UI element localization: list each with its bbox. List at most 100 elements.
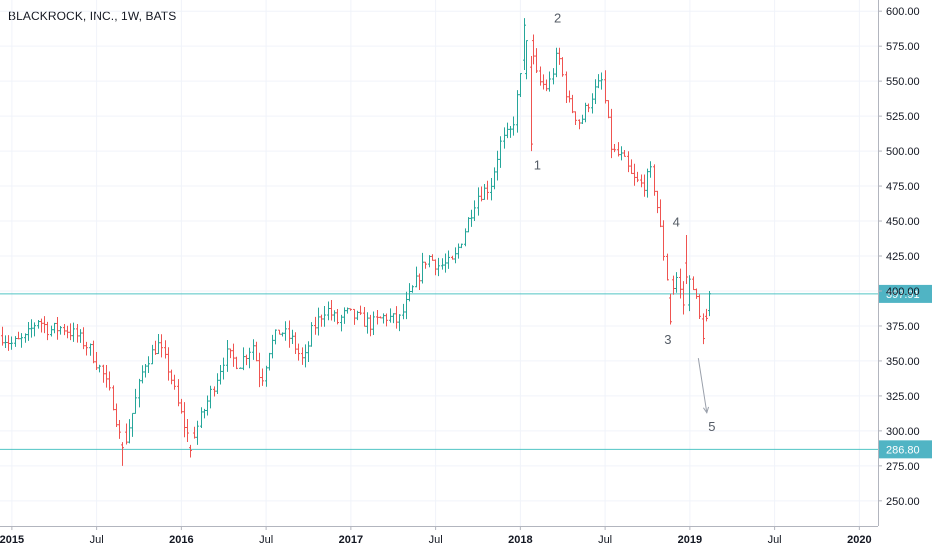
ohlc-bar	[480, 186, 483, 202]
ohlc-bar	[40, 318, 43, 333]
time-tick-label: 2020	[847, 534, 871, 546]
ohlc-bar	[261, 368, 264, 386]
ohlc-bar	[79, 329, 82, 343]
ohlc-bar	[428, 255, 431, 268]
time-tick-label: Jul	[259, 534, 273, 546]
ohlc-bar	[539, 66, 542, 86]
ohlc-bar	[591, 93, 594, 114]
wave-label: 5	[708, 419, 715, 434]
ohlc-bar	[473, 200, 476, 222]
ohlc-bar	[186, 418, 189, 443]
wave-label: 4	[673, 215, 680, 230]
ohlc-bar	[115, 403, 118, 428]
ohlc-bar	[688, 275, 691, 312]
ohlc-bar	[421, 252, 424, 284]
ohlc-bar	[467, 217, 470, 233]
ohlc-bar	[431, 254, 434, 261]
ohlc-bar	[405, 291, 408, 320]
horizontal-lines[interactable]: 397.91 286.80	[0, 284, 932, 459]
ohlc-bar	[297, 343, 300, 361]
ohlc-bar	[245, 354, 248, 366]
ohlc-bar	[705, 308, 708, 322]
ohlc-bar	[574, 111, 577, 125]
ohlc-bar	[555, 47, 558, 78]
ohlc-bar	[53, 322, 56, 334]
ohlc-bar	[252, 339, 255, 360]
ohlc-bar	[359, 305, 362, 315]
ohlc-bar	[229, 348, 232, 359]
price-tick-label: 300.00	[886, 426, 920, 438]
ohlc-bar	[271, 334, 274, 359]
ohlc-bar	[248, 347, 251, 369]
ohlc-bar	[46, 321, 49, 341]
ohlc-bar	[63, 324, 66, 336]
ohlc-bar	[43, 316, 46, 334]
price-tick-label: 475.00	[886, 181, 920, 193]
price-tick-label: 275.00	[886, 461, 920, 473]
ohlc-bar	[27, 322, 30, 341]
price-tick-label: 575.00	[886, 41, 920, 53]
ohlc-bar	[141, 365, 144, 384]
ohlc-bar	[581, 114, 584, 124]
ohlc-bar	[85, 341, 88, 356]
ohlc-bar	[242, 347, 245, 371]
price-tick-label: 400.00	[886, 286, 920, 298]
ohlc-bar	[679, 268, 682, 299]
ohlc-bar	[213, 386, 216, 397]
price-badge-label: 397.91	[886, 289, 920, 301]
ohlc-bar	[89, 343, 92, 356]
ohlc-bar	[196, 420, 199, 445]
ohlc-bar	[346, 307, 349, 314]
ohlc-bar	[59, 326, 62, 335]
ohlc-bar	[151, 344, 154, 365]
ohlc-bar	[636, 171, 639, 183]
ohlc-bar	[653, 164, 656, 196]
ohlc-bar	[444, 253, 447, 273]
ohlc-bar	[516, 90, 519, 133]
time-tick-label: Jul	[598, 534, 612, 546]
ohlc-bar	[607, 100, 610, 119]
time-axis[interactable]: 2015 Jul 2016 Jul 2017 Jul 2018 Jul 2019 Jul 2020	[0, 526, 878, 546]
ohlc-bar	[486, 180, 489, 200]
ohlc-bar	[490, 177, 493, 201]
ohlc-bar	[147, 356, 150, 373]
ohlc-bar	[649, 161, 652, 178]
ohlc-bar	[530, 55, 533, 152]
ohlc-bar	[14, 336, 17, 347]
price-axis[interactable]: 250.00 275.00 300.00 325.00 350.00 375.00 400.…	[878, 0, 920, 526]
ohlc-bar	[506, 122, 509, 139]
ohlc-bar	[203, 408, 206, 419]
ohlc-bar	[464, 228, 467, 247]
time-tick-label: Jul	[90, 534, 104, 546]
ohlc-bar	[395, 306, 398, 329]
ohlc-bar	[512, 116, 515, 136]
ohlc-bar	[646, 168, 649, 198]
arrow-head-icon	[702, 406, 710, 414]
ohlc-bar	[675, 272, 678, 293]
ohlc-bar	[437, 257, 440, 277]
ohlc-bar	[69, 323, 72, 341]
ohlc-bar	[356, 310, 359, 321]
ohlc-bar	[193, 426, 196, 439]
ohlc-bar	[216, 373, 219, 395]
ohlc-bar	[685, 235, 688, 284]
wave-annotations: 1 2 3 4 5	[534, 10, 716, 433]
ohlc-bar	[597, 74, 600, 89]
time-tick-label: 2017	[339, 534, 363, 546]
ohlc-bar	[392, 313, 395, 324]
price-badge	[879, 284, 932, 303]
ohlc-bar	[708, 290, 711, 317]
ohlc-bar	[222, 357, 225, 380]
ohlc-bar	[20, 333, 23, 348]
price-tick-label: 550.00	[886, 76, 920, 88]
price-tick-label: 250.00	[886, 496, 920, 508]
ohlc-bar	[98, 364, 101, 373]
ohlc-bar	[200, 407, 203, 428]
ohlc-bar	[454, 247, 457, 264]
ohlc-bar	[92, 340, 95, 364]
ohlc-bar	[411, 285, 414, 293]
ohlc-bar	[206, 395, 209, 416]
ohlc-bar	[640, 174, 643, 188]
ohlc-bar	[138, 378, 141, 408]
